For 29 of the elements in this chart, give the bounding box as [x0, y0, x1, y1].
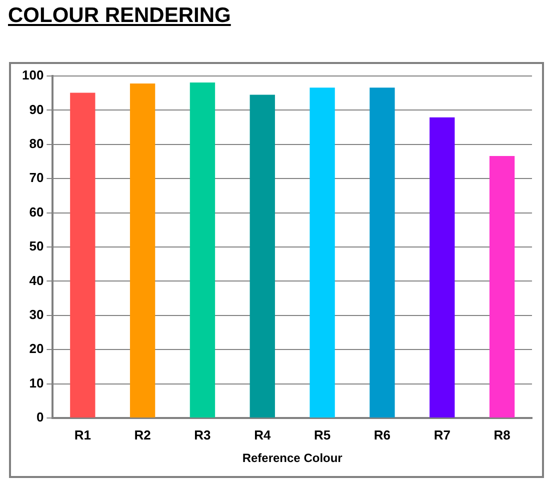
x-tick-label: R3 [194, 427, 211, 442]
bar [430, 117, 455, 418]
y-tick-label: 80 [29, 136, 44, 151]
bar [130, 84, 156, 418]
y-tick-label: 70 [29, 170, 44, 186]
x-tick-label: R4 [254, 427, 272, 442]
x-axis-title: Reference Colour [242, 451, 343, 466]
bar [70, 92, 96, 418]
x-tick-label: R6 [374, 427, 391, 442]
bar [310, 88, 335, 418]
x-tick-label: R7 [434, 427, 450, 442]
chart-title: COLOUR RENDERING [8, 4, 231, 28]
y-tick-label: 60 [29, 204, 44, 220]
y-tick-label: 40 [29, 272, 44, 288]
bar [489, 156, 515, 418]
x-tick-label: R5 [314, 427, 331, 442]
bar [250, 94, 275, 418]
x-tick-label: R2 [134, 427, 151, 442]
x-tick-label: R1 [74, 427, 91, 442]
y-tick-label: 30 [29, 306, 44, 322]
y-tick-label: 50 [29, 238, 44, 254]
y-tick-label: 20 [29, 341, 44, 356]
x-tick-label: R8 [494, 427, 510, 442]
y-tick-label: 0 [36, 410, 44, 425]
y-tick-label: 10 [29, 375, 44, 390]
bar [190, 82, 216, 418]
y-tick-label: 90 [29, 102, 44, 117]
y-tick-label: 100 [22, 68, 44, 83]
bar [370, 88, 395, 418]
